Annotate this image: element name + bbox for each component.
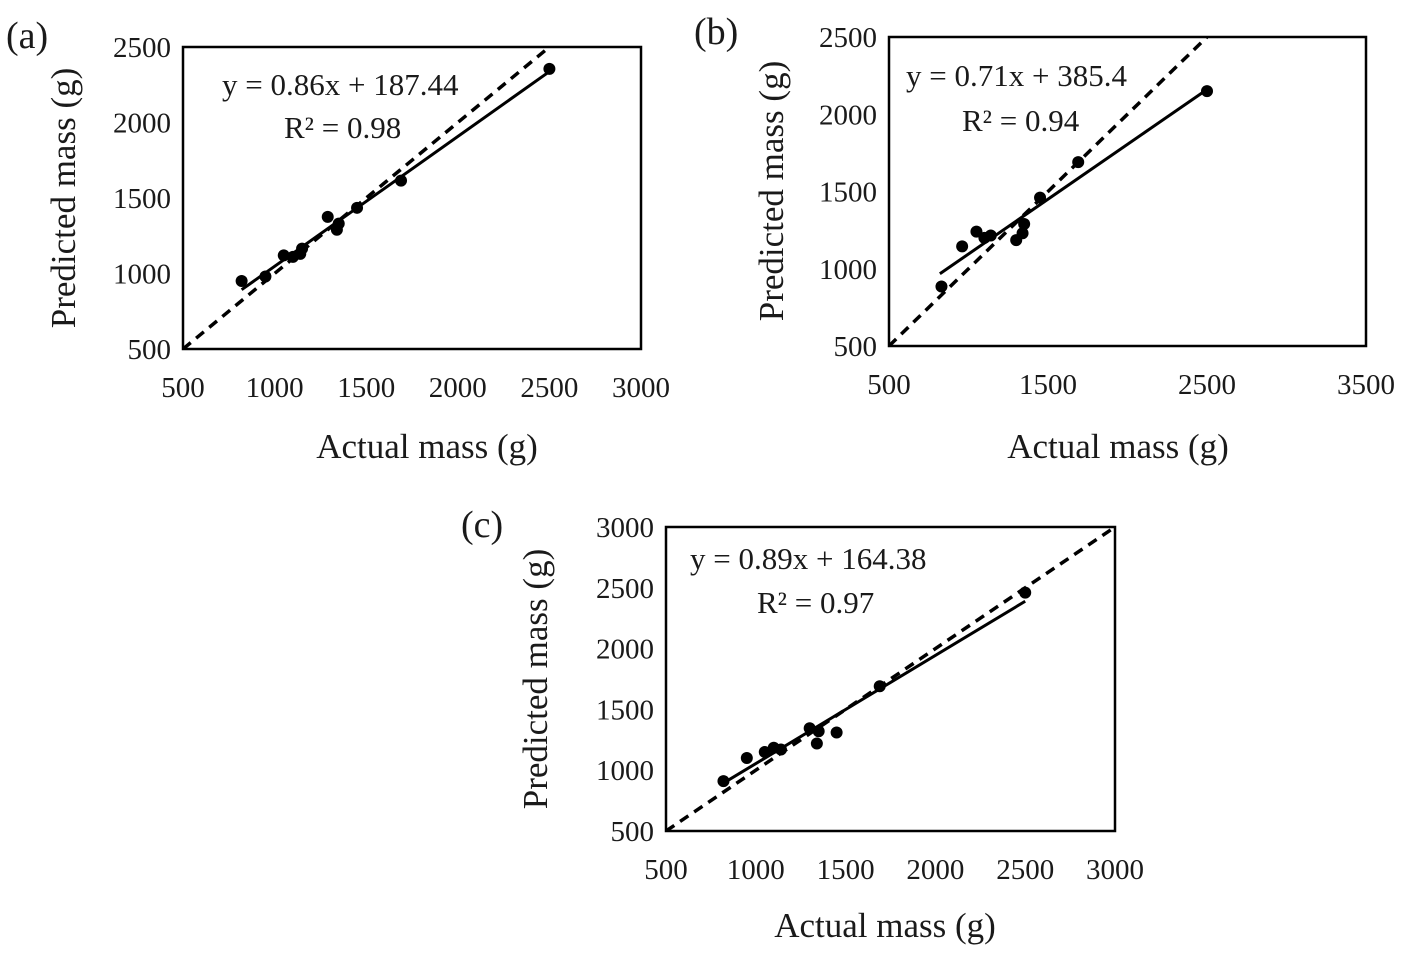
x-tick-label: 3000 [612, 372, 670, 404]
regression-equation: y = 0.89x + 164.38 [690, 541, 926, 576]
y-tick-label: 3000 [596, 512, 654, 544]
x-tick-label: 3500 [1337, 369, 1395, 401]
data-point [1201, 85, 1213, 98]
identity-line [183, 47, 551, 349]
data-point [717, 775, 730, 788]
x-tick-label: 500 [644, 854, 688, 886]
data-point [259, 270, 272, 283]
data-point [935, 280, 948, 293]
data-point [873, 680, 886, 693]
y-tick-label: 2000 [819, 99, 877, 131]
x-tick-label: 2000 [429, 372, 487, 404]
data-point [830, 726, 843, 739]
y-tick-label: 1500 [113, 183, 171, 215]
y-tick-label: 2500 [596, 573, 654, 605]
data-point [321, 210, 334, 223]
y-axis-title: Predicted mass (g) [44, 68, 83, 328]
data-point [1034, 191, 1047, 204]
y-tick-label: 2500 [819, 22, 877, 54]
data-point [1019, 586, 1032, 599]
panel-label: (a) [6, 15, 48, 57]
x-tick-label: 500 [867, 369, 911, 401]
y-tick-label: 500 [128, 334, 172, 366]
regression-equation: y = 0.86x + 187.44 [222, 67, 459, 102]
y-tick-label: 2000 [113, 108, 171, 140]
x-tick-label: 500 [161, 372, 205, 404]
data-point [543, 62, 556, 75]
x-tick-label: 2000 [906, 854, 964, 886]
x-axis-title: Actual mass (g) [316, 427, 538, 466]
panel-b: 500 1500 2500 3500 500 1000 1500 2000 2500 (b) y =… [694, 11, 1395, 466]
panel-c: 500 1000 1500 2000 2500 3000 500 1000 1500 2000 25… [461, 504, 1144, 945]
x-axis-title: Actual mass (g) [1007, 427, 1229, 466]
x-tick-label: 2500 [520, 372, 578, 404]
x-tick-label: 1500 [817, 854, 875, 886]
x-tick-label: 1500 [337, 372, 395, 404]
data-point [774, 743, 787, 756]
data-point [351, 201, 364, 214]
data-point [395, 174, 408, 187]
panel-a: 500 1000 1500 2000 2500 3000 500 1000 1500 2000 25… [6, 15, 670, 466]
data-point [296, 242, 309, 255]
data-point [956, 240, 969, 253]
data-point [758, 745, 771, 758]
y-tick-label: 1000 [113, 259, 171, 291]
y-tick-label: 1500 [596, 694, 654, 726]
x-tick-label: 2500 [1178, 369, 1236, 401]
panel-label: (b) [694, 11, 738, 53]
data-point [277, 249, 290, 262]
data-point [332, 217, 345, 230]
plot-frame [664, 525, 1117, 833]
x-axis-title: Actual mass (g) [774, 906, 996, 945]
data-point [235, 275, 248, 288]
x-tick-label: 3000 [1086, 854, 1144, 886]
y-tick-label: 1000 [596, 755, 654, 787]
y-tick-label: 1500 [819, 177, 877, 209]
identity-line [666, 527, 1115, 831]
y-tick-label: 2000 [596, 634, 654, 666]
y-tick-label: 500 [611, 816, 655, 848]
y-axis-title: Predicted mass (g) [752, 61, 791, 321]
data-point [1018, 217, 1031, 230]
r-squared-label: R² = 0.97 [757, 585, 874, 620]
regression-equation: y = 0.71x + 385.4 [906, 58, 1127, 93]
y-tick-label: 1000 [819, 254, 877, 286]
x-tick-label: 1500 [1019, 369, 1077, 401]
data-point [810, 737, 823, 750]
data-point [740, 752, 753, 765]
r-squared-label: R² = 0.98 [284, 110, 401, 145]
data-point [1016, 227, 1029, 240]
data-point [1072, 156, 1085, 169]
data-point [812, 725, 825, 738]
panel-label: (c) [461, 504, 503, 546]
plot-frame [887, 35, 1368, 348]
y-tick-label: 2500 [113, 32, 171, 64]
data-point [984, 229, 997, 242]
identity-line [889, 37, 1209, 346]
x-tick-label: 1000 [246, 372, 304, 404]
y-tick-label: 500 [834, 331, 878, 363]
y-axis-title: Predicted mass (g) [516, 549, 555, 809]
x-tick-label: 1000 [727, 854, 785, 886]
r-squared-label: R² = 0.94 [962, 103, 1080, 138]
x-tick-label: 2500 [996, 854, 1054, 886]
plot-frame [181, 45, 643, 351]
